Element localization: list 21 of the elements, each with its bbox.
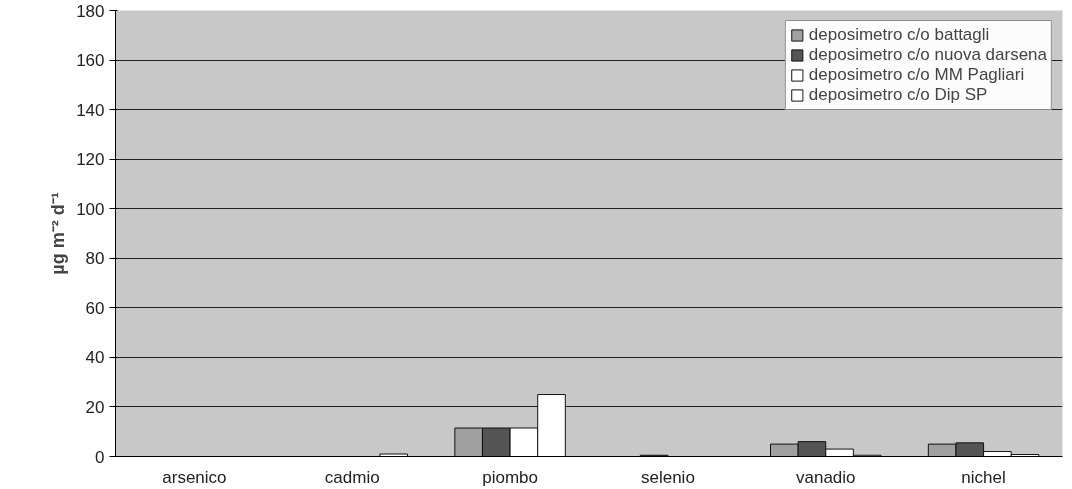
y-axis-title: µg m⁻² d⁻¹ xyxy=(48,192,69,275)
x-tick-label: vanadio xyxy=(795,467,856,487)
y-tick-label: 40 xyxy=(85,348,105,368)
x-tick-label: selenio xyxy=(640,467,695,487)
y-tick-label: 60 xyxy=(85,298,105,318)
y-tick-label: 180 xyxy=(76,1,105,21)
x-tick-label: piombo xyxy=(482,467,538,487)
y-tick-label: 80 xyxy=(85,249,105,269)
y-tick-label: 160 xyxy=(76,51,105,71)
x-tick-label: arsenico xyxy=(162,467,227,487)
x-tick-label: cadmio xyxy=(324,467,380,487)
y-tick-label: 140 xyxy=(76,100,105,120)
y-tick-label: 100 xyxy=(76,199,105,219)
x-tick-label: nichel xyxy=(961,467,1006,487)
y-tick-label: 120 xyxy=(76,150,105,170)
legend-label: deposimetro c/o Dip SP xyxy=(808,85,988,105)
y-tick-label: 0 xyxy=(95,447,105,467)
legend-label: deposimetro c/o battagli xyxy=(808,25,990,45)
y-tick-label: 20 xyxy=(85,397,105,417)
legend-label: deposimetro c/o MM Pagliari xyxy=(808,65,1025,85)
legend-label: deposimetro c/o nuova darsena xyxy=(808,45,1047,65)
